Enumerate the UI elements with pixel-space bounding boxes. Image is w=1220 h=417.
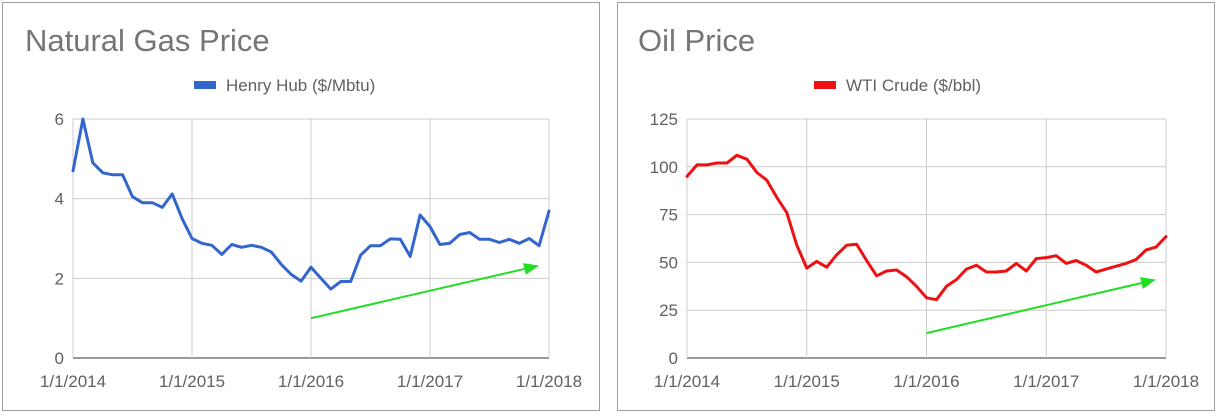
y-tick-label: 0	[669, 349, 678, 368]
x-tick-label: 1/1/2018	[1133, 372, 1199, 391]
natural-gas-chart-panel: Natural Gas Price Henry Hub ($/Mbtu) 0 2 4…	[2, 2, 600, 411]
y-tick-label: 0	[55, 349, 64, 368]
legend: Henry Hub ($/Mbtu)	[194, 76, 375, 95]
x-tick-label: 1/1/2014	[654, 372, 720, 391]
legend-label: WTI Crude ($/bbl)	[846, 76, 981, 95]
y-tick-label: 6	[55, 110, 64, 129]
y-tick-label: 75	[659, 206, 678, 225]
legend-swatch	[194, 81, 216, 89]
x-tick-label: 1/1/2017	[1013, 372, 1079, 391]
x-tick-label: 1/1/2018	[516, 372, 582, 391]
oil-chart: Oil Price WTI Crude ($/bbl) 0 25 50 75 100 12…	[638, 23, 1199, 391]
series-line	[71, 117, 551, 291]
oil-chart-panel: Oil Price WTI Crude ($/bbl) 0 25 50 75 100 12…	[617, 2, 1215, 411]
series-line	[685, 153, 1168, 302]
x-tick-label: 1/1/2014	[40, 372, 106, 391]
y-tick-label: 25	[659, 301, 678, 320]
x-tick-label: 1/1/2016	[278, 372, 344, 391]
trend-arrow-line	[926, 282, 1142, 335]
trend-arrow-line	[310, 267, 525, 320]
natural-gas-chart: Natural Gas Price Henry Hub ($/Mbtu) 0 2 4…	[25, 23, 582, 391]
trend-arrow-head	[523, 263, 540, 275]
legend-swatch	[814, 81, 836, 89]
x-tick-label: 1/1/2015	[159, 372, 225, 391]
y-tick-label: 4	[55, 190, 64, 209]
legend-label: Henry Hub ($/Mbtu)	[226, 76, 375, 95]
x-tick-label: 1/1/2015	[774, 372, 840, 391]
legend: WTI Crude ($/bbl)	[814, 76, 981, 95]
x-tick-label: 1/1/2017	[397, 372, 463, 391]
x-tick-label: 1/1/2016	[893, 372, 959, 391]
chart-title: Natural Gas Price	[25, 23, 270, 58]
y-tick-label: 100	[650, 158, 678, 177]
chart-title: Oil Price	[638, 23, 755, 58]
trend-arrow-head	[1140, 277, 1157, 289]
y-tick-label: 125	[650, 110, 678, 129]
y-tick-label: 50	[659, 253, 678, 272]
y-tick-label: 2	[55, 269, 64, 288]
